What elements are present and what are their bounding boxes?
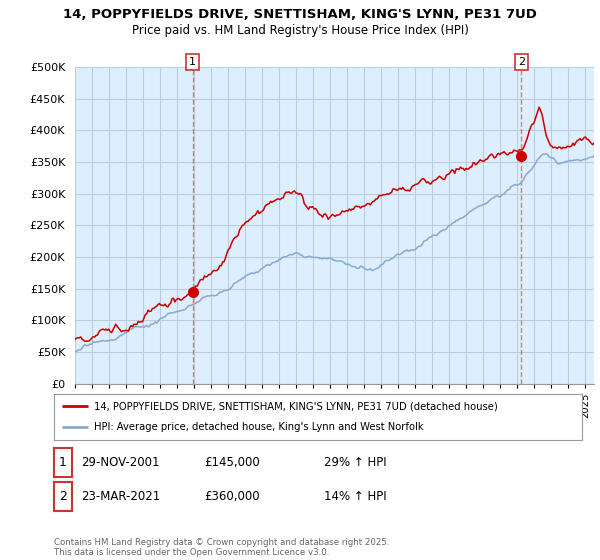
Text: 2: 2 <box>59 489 67 503</box>
Text: HPI: Average price, detached house, King's Lynn and West Norfolk: HPI: Average price, detached house, King… <box>94 422 423 432</box>
Text: 14% ↑ HPI: 14% ↑ HPI <box>324 489 386 503</box>
Text: 14, POPPYFIELDS DRIVE, SNETTISHAM, KING'S LYNN, PE31 7UD (detached house): 14, POPPYFIELDS DRIVE, SNETTISHAM, KING'… <box>94 401 497 411</box>
Text: 23-MAR-2021: 23-MAR-2021 <box>81 489 160 503</box>
Text: Price paid vs. HM Land Registry's House Price Index (HPI): Price paid vs. HM Land Registry's House … <box>131 24 469 36</box>
Text: Contains HM Land Registry data © Crown copyright and database right 2025.
This d: Contains HM Land Registry data © Crown c… <box>54 538 389 557</box>
Text: 29% ↑ HPI: 29% ↑ HPI <box>324 456 386 469</box>
Text: 2: 2 <box>518 57 525 67</box>
Text: 14, POPPYFIELDS DRIVE, SNETTISHAM, KING'S LYNN, PE31 7UD: 14, POPPYFIELDS DRIVE, SNETTISHAM, KING'… <box>63 8 537 21</box>
Text: £360,000: £360,000 <box>204 489 260 503</box>
Text: 1: 1 <box>59 456 67 469</box>
Text: 1: 1 <box>189 57 196 67</box>
Text: 29-NOV-2001: 29-NOV-2001 <box>81 456 160 469</box>
Text: £145,000: £145,000 <box>204 456 260 469</box>
